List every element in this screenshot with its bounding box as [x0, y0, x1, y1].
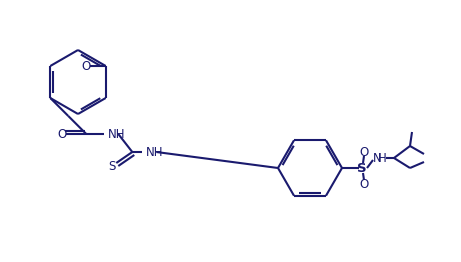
Text: O: O	[58, 128, 67, 140]
Text: S: S	[109, 160, 116, 172]
Text: H: H	[378, 151, 386, 165]
Text: S: S	[357, 161, 367, 174]
Text: O: O	[81, 59, 90, 73]
Text: O: O	[360, 177, 369, 190]
Text: N: N	[372, 151, 381, 165]
Text: O: O	[360, 145, 369, 159]
Text: NH: NH	[146, 145, 164, 159]
Text: NH: NH	[108, 128, 126, 140]
